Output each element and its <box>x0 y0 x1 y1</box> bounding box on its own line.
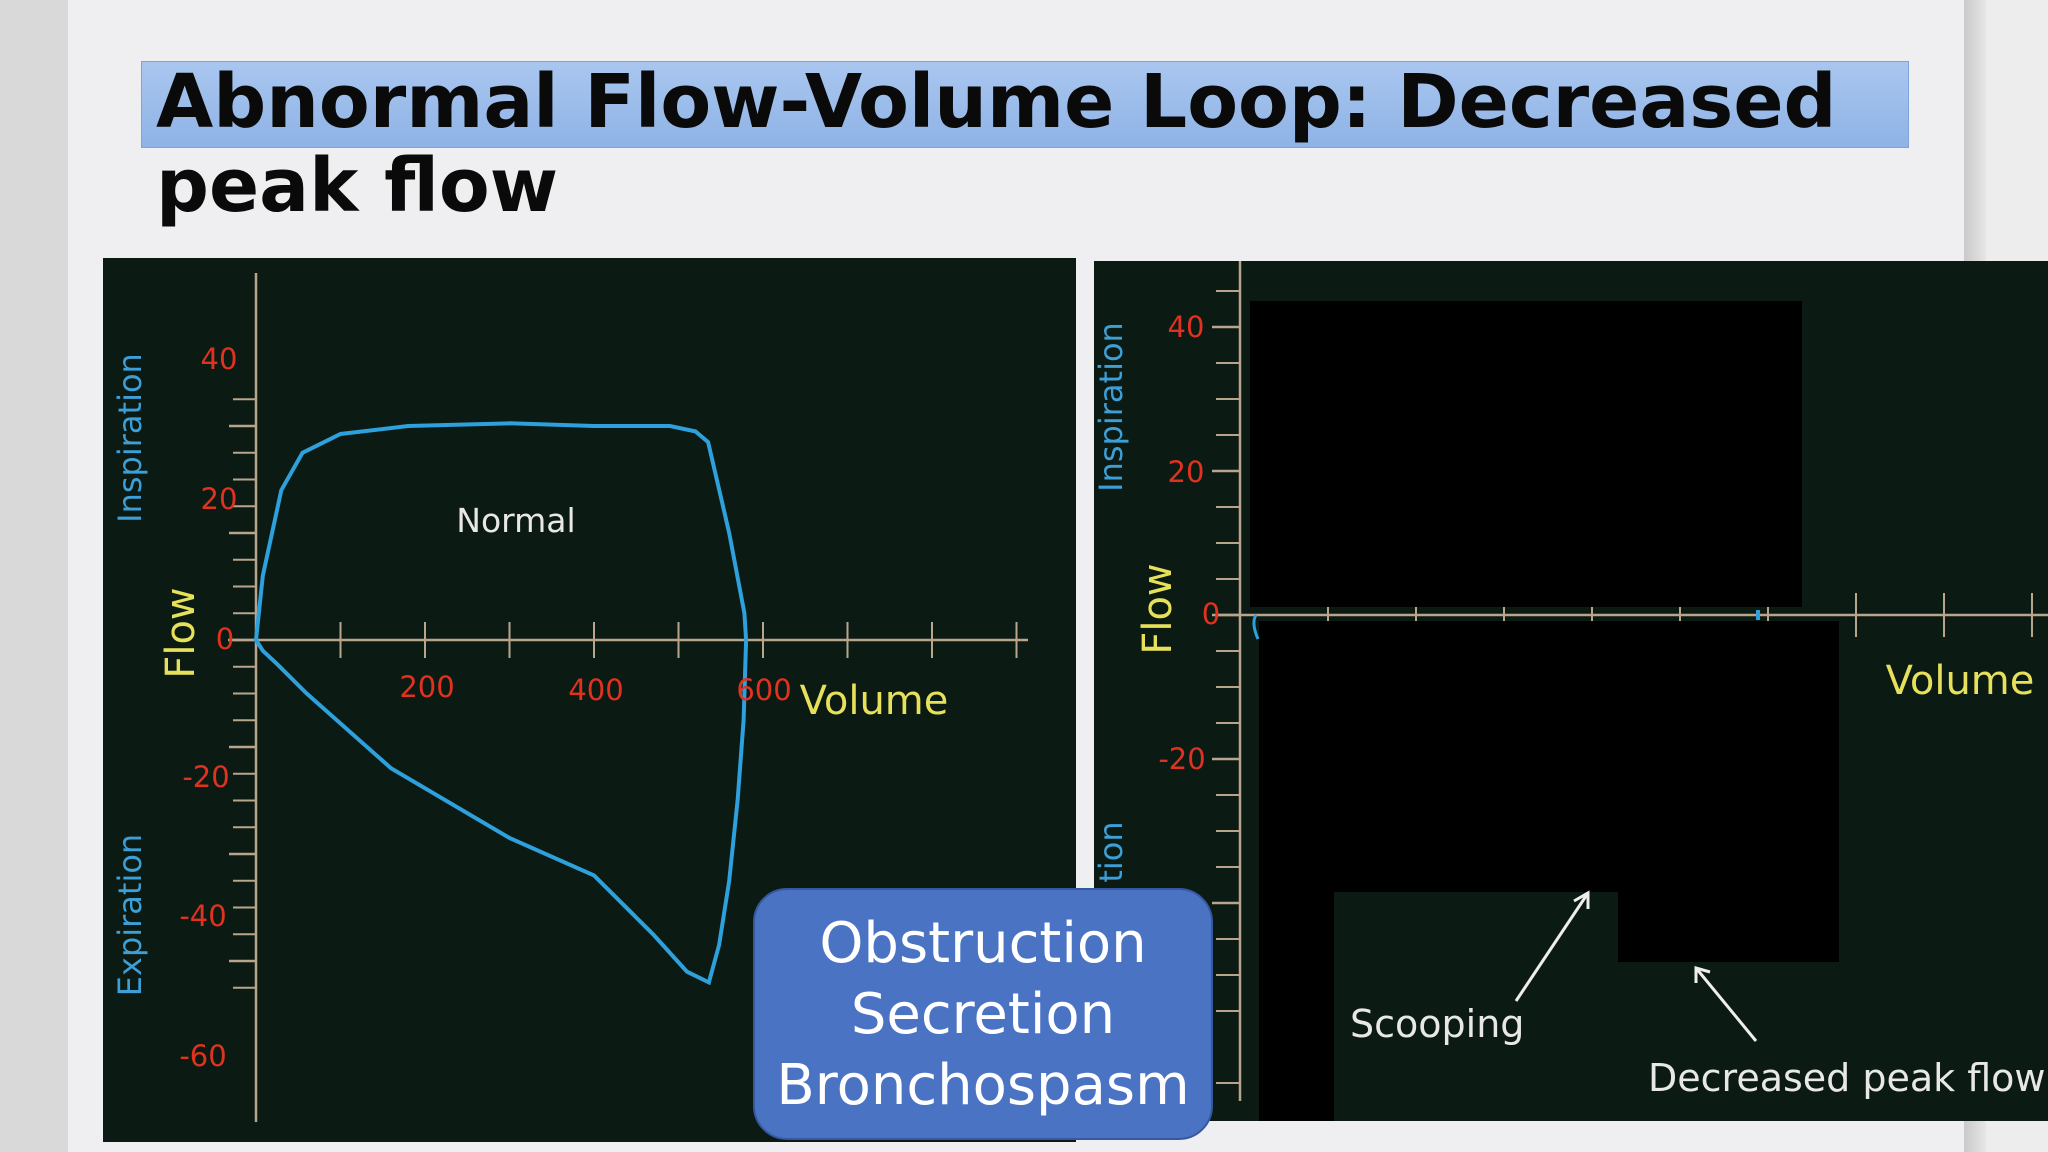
expiration-label-partial: tion <box>1094 821 1130 882</box>
ytick-20: 20 <box>1168 455 1205 489</box>
causes-callout: Obstruction Secretion Bronchospasm <box>753 888 1213 1140</box>
normal-label: Normal <box>456 501 575 540</box>
ytick-neg60: -60 <box>179 1039 226 1073</box>
ytick-40: 40 <box>201 342 238 376</box>
y-major-ticks <box>229 424 256 963</box>
x-axis-ticks <box>339 622 1018 658</box>
y-axis-title: Flow <box>1135 563 1181 654</box>
ytick-20: 20 <box>201 482 238 516</box>
y-minor-ticks <box>233 398 256 989</box>
xtick-400: 400 <box>568 673 623 707</box>
xtick-600: 600 <box>736 673 791 707</box>
y-minor-ticks <box>1216 290 1240 1084</box>
ytick-neg20: -20 <box>1158 742 1205 776</box>
callout-line-secretion: Secretion <box>850 981 1116 1047</box>
scooping-label: Scooping <box>1350 1002 1524 1046</box>
ytick-40: 40 <box>1168 310 1205 344</box>
decreased-peak-flow-chart: 40 20 0 -20 Volume Flow Inspiration tion… <box>1094 261 2048 1121</box>
y-axis-title: Flow <box>158 587 204 678</box>
ytick-neg40: -40 <box>179 899 226 933</box>
redaction-gap-2 <box>1618 962 1839 1121</box>
redaction-block-top <box>1250 301 1802 607</box>
x-axis-title: Volume <box>800 678 949 724</box>
inspiration-label: Inspiration <box>111 353 149 523</box>
xtick-200: 200 <box>399 670 454 704</box>
callout-line-bronchospasm: Bronchospasm <box>776 1052 1190 1118</box>
title-highlight-band <box>141 61 1909 148</box>
scooping-arrow <box>1514 890 1590 1002</box>
decreased-peak-flow-label: Decreased peak flow <box>1648 1056 2046 1100</box>
ytick-0: 0 <box>216 622 234 656</box>
decreased-peak-flow-arrow <box>1694 966 1758 1042</box>
curve-fragment <box>1252 614 1260 640</box>
callout-line-obstruction: Obstruction <box>819 910 1147 976</box>
ytick-neg20: -20 <box>182 760 229 794</box>
ytick-0: 0 <box>1202 597 1220 631</box>
x-axis-title: Volume <box>1886 658 2035 704</box>
redaction-gap <box>1334 892 1618 1121</box>
inspiration-label: Inspiration <box>1094 322 1130 492</box>
slide-title: Abnormal Flow-Volume Loop: Decreased pea… <box>156 59 1837 229</box>
expiration-label: Expiration <box>111 834 149 996</box>
normal-loop-curve <box>253 421 749 986</box>
